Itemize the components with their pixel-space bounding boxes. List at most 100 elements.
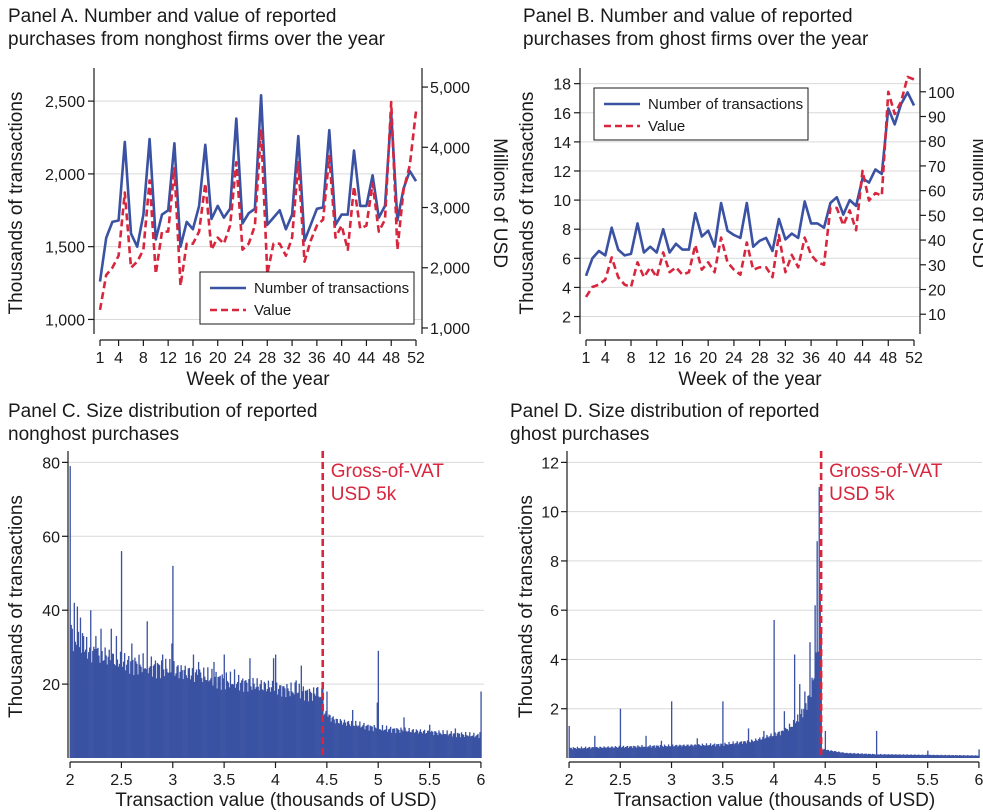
x-tick-label: 4.5 xyxy=(316,772,338,789)
bar xyxy=(585,748,588,758)
bar xyxy=(301,691,304,758)
bar xyxy=(161,654,164,758)
bar xyxy=(237,674,240,758)
bar xyxy=(314,693,316,758)
bar xyxy=(645,735,647,758)
bar xyxy=(143,668,145,758)
bar xyxy=(591,747,593,758)
bar xyxy=(949,755,952,758)
bar xyxy=(296,693,298,758)
bar xyxy=(789,726,792,758)
y-tick-label: 14 xyxy=(553,135,571,152)
bar xyxy=(74,641,77,758)
bar xyxy=(369,725,371,758)
bar xyxy=(416,730,419,758)
bar xyxy=(631,746,633,758)
bar xyxy=(468,736,470,758)
bar xyxy=(943,755,945,758)
bar xyxy=(354,725,356,758)
bar xyxy=(163,669,165,758)
bar xyxy=(844,753,846,758)
bar xyxy=(802,717,804,758)
bar xyxy=(742,741,745,758)
bar xyxy=(673,746,675,758)
y-tick-label: 4 xyxy=(562,280,571,297)
bar xyxy=(743,741,746,758)
bar xyxy=(626,745,629,758)
bar xyxy=(900,754,902,758)
x-tick-label: 52 xyxy=(905,350,923,367)
bar xyxy=(206,680,208,758)
bar xyxy=(224,689,226,758)
bar xyxy=(929,754,931,758)
bar xyxy=(801,709,803,758)
bar xyxy=(781,730,783,758)
x-tick-label: 32 xyxy=(283,350,301,367)
bar xyxy=(395,733,397,758)
x-tick-label: 36 xyxy=(308,350,326,367)
bar xyxy=(658,747,661,758)
bar xyxy=(122,661,125,758)
bar xyxy=(747,728,750,758)
bar xyxy=(454,728,457,758)
bar xyxy=(909,754,912,758)
bar xyxy=(684,745,686,758)
bar xyxy=(652,745,654,758)
bar xyxy=(605,748,607,758)
bar xyxy=(79,617,82,758)
bar xyxy=(864,753,866,758)
y-tick-label: 80 xyxy=(42,455,60,472)
bar xyxy=(233,669,236,758)
y-tick-label: 2,500 xyxy=(45,94,85,111)
bar xyxy=(232,684,235,758)
bar xyxy=(271,680,274,758)
bar xyxy=(897,754,899,758)
bar xyxy=(947,755,949,758)
bar xyxy=(263,681,266,758)
bar xyxy=(112,653,115,758)
bar xyxy=(73,602,75,758)
bar xyxy=(698,744,700,758)
bar xyxy=(609,747,611,758)
bar xyxy=(199,672,202,758)
bar xyxy=(255,687,257,758)
x-tick-label: 3 xyxy=(667,772,676,789)
bar xyxy=(196,674,199,758)
bar xyxy=(391,732,393,758)
bar xyxy=(439,732,441,758)
bar xyxy=(345,725,348,758)
bar xyxy=(393,728,395,758)
bar xyxy=(573,747,575,758)
bar xyxy=(333,719,335,758)
bar xyxy=(117,666,120,758)
bar xyxy=(135,661,137,758)
bar xyxy=(828,751,831,758)
bar xyxy=(259,684,261,758)
bar xyxy=(308,688,311,758)
bar xyxy=(324,713,326,758)
bar xyxy=(756,740,758,758)
bar xyxy=(734,743,736,758)
y-tick-label-right: 1,000 xyxy=(430,321,470,338)
bar xyxy=(413,732,415,758)
bar xyxy=(396,728,398,758)
bar xyxy=(347,721,350,758)
bar xyxy=(732,741,734,758)
bar xyxy=(273,690,276,758)
panelD: Panel D. Size distribution of reportedgh… xyxy=(510,401,983,811)
bar xyxy=(669,746,672,758)
bar xyxy=(290,682,292,758)
y-tick-label: 4 xyxy=(550,652,559,669)
bar xyxy=(76,606,79,758)
bar xyxy=(927,750,929,758)
x-tick-label: 2 xyxy=(66,772,75,789)
bar xyxy=(254,689,256,758)
x-tick-label: 20 xyxy=(209,350,227,367)
bar xyxy=(771,736,773,758)
x-tick-label: 3.5 xyxy=(213,772,235,789)
bar xyxy=(848,753,850,758)
bar xyxy=(762,736,764,758)
bar xyxy=(257,686,259,758)
bar xyxy=(860,753,862,758)
bar xyxy=(423,729,426,758)
